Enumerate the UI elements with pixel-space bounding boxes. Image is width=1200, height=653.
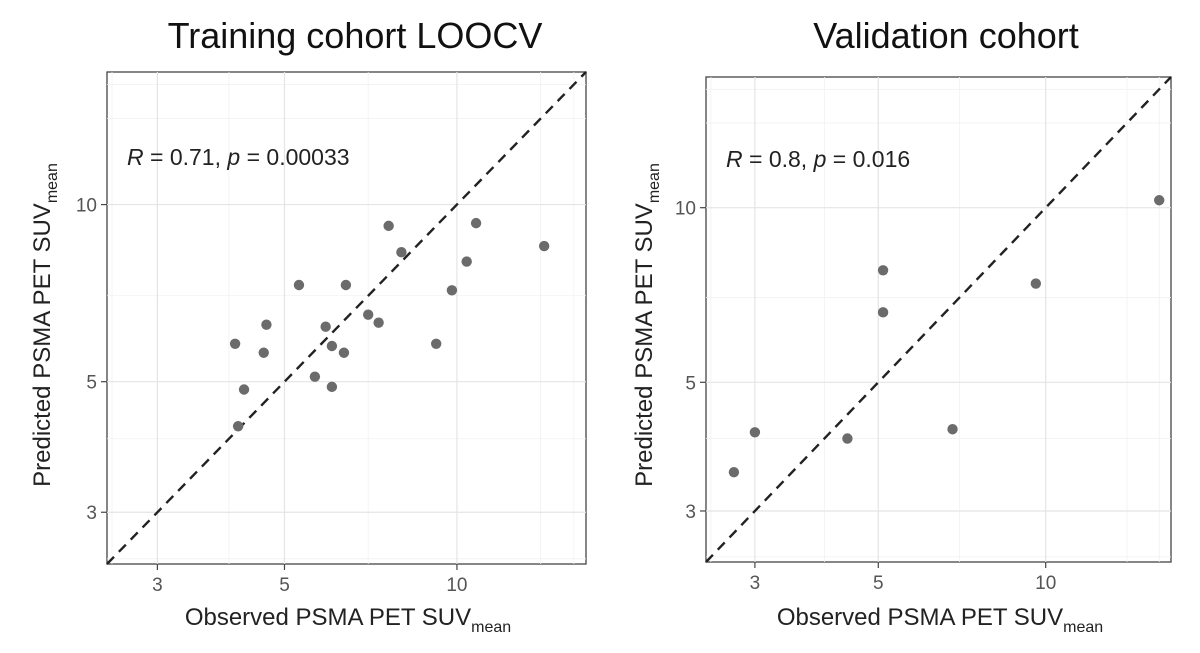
data-point [320, 321, 331, 332]
panel-title: Training cohort LOOCV [168, 15, 543, 56]
p-label: p [813, 146, 827, 172]
grid [706, 77, 1171, 562]
data-point [446, 285, 458, 296]
y-axis-title-subscript: mean [44, 163, 61, 203]
training-panel: Training cohort LOOCV Predicted PSMA PET… [29, 15, 587, 636]
data-point [229, 338, 241, 349]
x-axis-title-main: Observed PSMA PET SUV [777, 604, 1063, 631]
r-value: = 0.71, [144, 144, 228, 170]
y-tick-label: 5 [86, 373, 97, 394]
correlation-annotation: R = 0.8, p = 0.016 [726, 146, 910, 172]
x-tick-label: 10 [1035, 573, 1056, 594]
svg-text:Predicted PSMA PET SUVmean: Predicted PSMA PET SUVmean [631, 163, 663, 487]
x-axis-title-main: Observed PSMA PET SUV [185, 604, 471, 631]
data-point [430, 338, 442, 349]
y-axis-title-subscript: mean [646, 163, 663, 203]
data-point [470, 217, 482, 229]
data-point [728, 466, 740, 478]
y-axis-title-main: Predicted PSMA PET SUV [29, 203, 56, 487]
data-point [261, 319, 272, 330]
data-point [877, 265, 889, 276]
r-label: R [127, 144, 144, 170]
y-axis-title: Predicted PSMA PET SUVmean [631, 163, 663, 487]
data-point [309, 371, 321, 382]
grid [107, 72, 586, 564]
y-tick-label: 3 [685, 502, 696, 523]
data-point [383, 220, 394, 232]
x-tick-label: 3 [750, 573, 761, 594]
r-label: R [726, 146, 743, 172]
x-tick-label: 5 [873, 573, 884, 594]
y-axis-title-main: Predicted PSMA PET SUV [631, 203, 658, 487]
data-point [877, 307, 889, 318]
data-point [258, 347, 269, 358]
y-tick-label: 3 [86, 503, 97, 524]
svg-text:Predicted PSMA PET SUVmean: Predicted PSMA PET SUVmean [29, 163, 61, 487]
data-point [326, 381, 338, 393]
x-tick-label: 10 [446, 575, 467, 596]
data-point [1030, 278, 1042, 289]
data-point [461, 256, 472, 267]
y-tick-label: 5 [685, 373, 696, 394]
x-axis-title: Observed PSMA PET SUVmean [185, 604, 511, 636]
y-tick-label: 10 [76, 196, 97, 217]
data-point [396, 246, 407, 258]
data-points [229, 217, 550, 432]
data-point [362, 309, 374, 320]
r-value: = 0.8, [743, 146, 814, 172]
data-point [340, 279, 352, 291]
p-label: p [226, 144, 240, 170]
data-point [293, 279, 305, 291]
data-point [238, 384, 250, 395]
data-point [749, 427, 761, 438]
data-point [326, 340, 338, 352]
x-axis-title-subscript: mean [471, 619, 511, 636]
identity-line [705, 76, 1172, 563]
data-point [842, 433, 853, 444]
data-point [373, 317, 384, 328]
x-tick-label: 5 [279, 575, 290, 596]
identity-line [106, 71, 587, 565]
p-value: = 0.016 [826, 146, 910, 172]
y-axis-title: Predicted PSMA PET SUVmean [29, 163, 61, 487]
data-points [728, 195, 1165, 478]
x-axis-title: Observed PSMA PET SUVmean [777, 604, 1103, 636]
ticks: 3 5 10 3 5 10 [675, 199, 1056, 594]
data-point [947, 424, 958, 435]
y-tick-label: 10 [675, 199, 696, 220]
panel-title: Validation cohort [813, 15, 1079, 56]
x-axis-title-subscript: mean [1063, 619, 1103, 636]
correlation-annotation: R = 0.71, p = 0.00033 [127, 144, 350, 170]
ticks: 3 5 10 3 5 10 [76, 196, 468, 596]
data-point [538, 240, 550, 252]
p-value: = 0.00033 [240, 144, 349, 170]
data-point [338, 347, 350, 358]
validation-panel: Validation cohort Predicted PSMA PET SUV… [631, 15, 1172, 636]
x-tick-label: 3 [152, 575, 163, 596]
data-point [232, 421, 244, 432]
data-point [1154, 195, 1165, 206]
